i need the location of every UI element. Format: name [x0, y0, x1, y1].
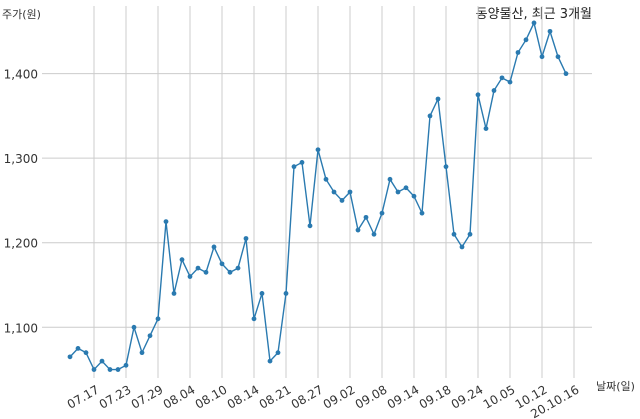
y-tick-label: 1,300 [4, 152, 38, 166]
data-point [91, 367, 97, 372]
x-tick-label: 10.05 [481, 382, 518, 411]
data-point [131, 324, 137, 330]
data-point [515, 50, 521, 55]
data-point [323, 176, 329, 182]
data-point [555, 54, 561, 60]
data-point [563, 71, 569, 77]
data-point [139, 350, 145, 356]
data-point [539, 54, 545, 60]
data-point [371, 231, 377, 237]
data-point [115, 367, 121, 372]
data-point [347, 189, 353, 195]
data-point [523, 37, 529, 43]
data-point [435, 96, 441, 102]
data-point [291, 164, 297, 170]
data-point [259, 291, 265, 296]
data-point [179, 257, 185, 263]
x-tick-label: 08.10 [193, 382, 230, 411]
data-point [187, 274, 193, 279]
y-tick-labels: 1,100 1,200 1,300 1,400 [4, 68, 38, 336]
data-point [403, 185, 409, 191]
data-point [299, 160, 305, 165]
data-point [251, 316, 257, 322]
data-point [379, 210, 385, 216]
data-point [235, 265, 241, 271]
y-tick-label: 1,200 [4, 237, 38, 251]
data-point [419, 210, 425, 216]
data-point [547, 28, 553, 34]
x-axis-title: 날짜(일) [596, 379, 635, 393]
chart-title: 동양물산, 최근 3개월 [476, 7, 592, 22]
x-tick-label: 09.24 [449, 382, 486, 411]
data-point [83, 350, 89, 356]
data-point [395, 189, 401, 195]
data-point [507, 79, 513, 85]
data-point [443, 164, 449, 170]
x-tick-label: 07.29 [129, 382, 166, 411]
data-point [315, 147, 321, 153]
x-tick-label: 08.14 [225, 382, 262, 411]
x-tick-label: 08.27 [289, 382, 326, 411]
data-point [307, 223, 313, 229]
data-point [67, 354, 73, 360]
data-point [163, 219, 169, 224]
data-point [171, 291, 177, 296]
data-point [491, 88, 497, 93]
data-point [147, 333, 153, 339]
data-point [243, 236, 249, 241]
data-point [227, 269, 233, 275]
data-point [203, 269, 209, 275]
y-tick-label: 1,100 [4, 321, 38, 335]
data-point [467, 231, 473, 237]
data-point [459, 244, 465, 250]
x-tick-label: 08.21 [257, 382, 294, 411]
y-axis-title: 주가(원) [2, 8, 41, 21]
series-points-group [67, 20, 569, 372]
x-tick-label: 09.08 [353, 382, 390, 411]
data-point [211, 244, 217, 250]
data-point [267, 358, 273, 364]
x-tick-label: 07.17 [65, 382, 102, 411]
x-tick-label: 09.18 [417, 382, 454, 411]
data-point [339, 198, 345, 203]
data-point [531, 20, 537, 26]
data-point [427, 113, 433, 119]
x-gridlines [93, 6, 575, 378]
data-point [107, 367, 113, 372]
data-point [451, 231, 457, 237]
data-point [363, 214, 369, 220]
data-point [99, 358, 105, 364]
x-tick-label: 09.02 [321, 382, 358, 411]
data-point [355, 227, 361, 233]
y-tick-label: 1,400 [4, 68, 38, 82]
data-point [499, 75, 505, 81]
x-tick-label: 07.23 [97, 382, 134, 411]
data-point [195, 265, 201, 271]
x-tick-label: 09.14 [385, 382, 422, 411]
x-tick-labels: 07.1707.2307.2908.0408.1008.1408.2108.27… [65, 382, 582, 419]
data-point [275, 350, 281, 356]
data-point [75, 346, 81, 351]
data-point [219, 261, 225, 267]
data-point [387, 176, 393, 182]
data-point [283, 291, 289, 296]
x-tick-label: 08.04 [161, 382, 198, 411]
data-point [331, 189, 337, 195]
data-point [155, 316, 161, 322]
data-point [475, 92, 481, 98]
data-point [411, 193, 417, 199]
data-point [483, 126, 489, 131]
data-point [123, 362, 129, 368]
